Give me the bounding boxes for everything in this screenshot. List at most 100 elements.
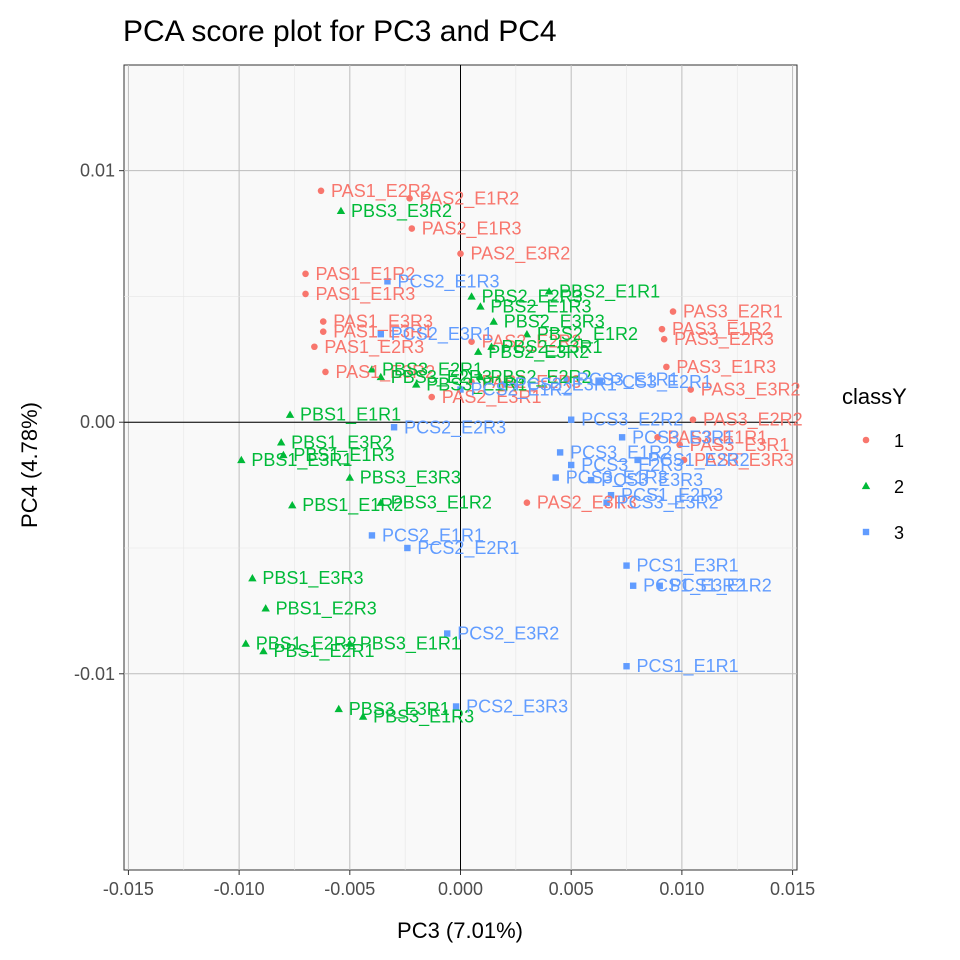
point-label: PCS2_E1R1 bbox=[382, 525, 484, 546]
point-label: PBS2_E2R3 bbox=[482, 286, 583, 307]
point-label: PBS1_E3R2 bbox=[291, 432, 392, 453]
point-label: PCS2_E3R3 bbox=[466, 696, 568, 717]
point-label: PAS1_E2R3 bbox=[324, 337, 424, 358]
data-point bbox=[376, 372, 386, 381]
point-label: PCS2_E1R2 bbox=[471, 380, 573, 401]
point-label: PBS1_E3R3 bbox=[262, 568, 363, 589]
point-label: PCS2_E3R2 bbox=[457, 624, 559, 645]
point-label: PCS2_E2R3 bbox=[404, 417, 506, 438]
legend-label: 3 bbox=[894, 523, 904, 543]
data-point bbox=[322, 368, 329, 376]
point-label: PCS1_E1R2 bbox=[670, 576, 772, 597]
data-point bbox=[452, 703, 460, 710]
point-label: PCS1_E2R2 bbox=[648, 450, 750, 471]
point-label: PAS3_E2R3 bbox=[674, 329, 774, 350]
point-label: PAS2_E3R2 bbox=[471, 244, 571, 265]
point-label: PAS3_E1R2 bbox=[672, 319, 772, 340]
data-point bbox=[412, 380, 421, 388]
point-label: PBS1_E2R1 bbox=[273, 641, 374, 662]
point-label: PBS1_E2R3 bbox=[276, 598, 377, 619]
data-point bbox=[523, 499, 531, 507]
legend: classY 1 2 3 bbox=[842, 384, 907, 543]
data-point bbox=[276, 438, 286, 446]
data-point bbox=[487, 342, 496, 350]
data-point bbox=[468, 338, 475, 346]
point-label: PCS2_E2R1 bbox=[417, 538, 519, 559]
point-label: PAS1_E3R1 bbox=[333, 322, 433, 343]
data-point bbox=[468, 378, 475, 386]
point-label: PCS3_E3R2 bbox=[617, 493, 719, 514]
point-label: PBS1_E1R3 bbox=[293, 445, 394, 466]
data-point bbox=[669, 308, 677, 315]
x-tick-label: -0.005 bbox=[324, 879, 375, 899]
point-label: PAS3_E3R2 bbox=[701, 380, 801, 401]
point-label: PCS3_E3R3 bbox=[601, 470, 703, 491]
point-label: PCS2_E3R1 bbox=[391, 324, 493, 345]
data-point bbox=[596, 378, 604, 386]
data-point bbox=[629, 582, 637, 589]
data-point bbox=[428, 393, 436, 401]
x-tick-label: -0.010 bbox=[214, 879, 265, 899]
x-tick-label: 0.010 bbox=[659, 879, 704, 899]
point-label: PBS2_E3R3 bbox=[504, 312, 605, 333]
point-label: PBS3_E2R3 bbox=[391, 367, 492, 388]
point-label: PBS3_E3R3 bbox=[360, 468, 461, 489]
data-point bbox=[334, 704, 343, 713]
point-label: PCS3_E1R1 bbox=[577, 369, 679, 390]
data-point bbox=[376, 498, 386, 506]
data-point bbox=[285, 410, 295, 418]
point-label: PAS3_E3R3 bbox=[694, 450, 794, 471]
data-point bbox=[689, 416, 697, 424]
data-point bbox=[603, 499, 610, 506]
data-point bbox=[623, 663, 630, 670]
data-point bbox=[367, 365, 377, 373]
point-label: PBS2_E1R2 bbox=[537, 324, 638, 345]
data-point bbox=[444, 630, 451, 637]
y-axis-title: PC4 (4.78%) bbox=[17, 402, 42, 528]
point-label: PBS2_E1R3 bbox=[490, 297, 591, 318]
point-label: PCS1_E3R2 bbox=[643, 576, 745, 597]
point-label: PBS2_E3R1 bbox=[501, 337, 602, 358]
legend-label: 1 bbox=[894, 431, 904, 451]
point-label: PCS1_E3R1 bbox=[637, 556, 739, 577]
data-point bbox=[237, 455, 246, 464]
point-label: PAS1_E3R3 bbox=[333, 312, 433, 333]
point-label: PCS3_E1R2 bbox=[570, 442, 672, 463]
data-point bbox=[248, 573, 257, 582]
data-point bbox=[654, 434, 661, 441]
point-label: PBS1_E3R1 bbox=[251, 450, 352, 471]
data-point bbox=[676, 441, 683, 449]
x-tick-label: 0.005 bbox=[549, 879, 594, 899]
data-point bbox=[544, 287, 554, 295]
data-point bbox=[658, 325, 666, 333]
point-label: PCS3_E2R3 bbox=[581, 455, 683, 476]
data-point bbox=[680, 456, 688, 464]
point-label: PBS3_E3R1 bbox=[349, 699, 450, 720]
data-point bbox=[302, 290, 309, 298]
y-tick-label: -0.01 bbox=[74, 664, 115, 684]
data-point bbox=[261, 604, 270, 612]
data-point bbox=[259, 646, 268, 655]
data-point bbox=[656, 582, 663, 589]
data-point bbox=[319, 318, 327, 325]
data-point bbox=[279, 450, 288, 459]
data-point bbox=[501, 381, 508, 388]
point-label: PAS1_E3R2 bbox=[335, 362, 435, 383]
data-point bbox=[567, 416, 575, 423]
point-label: PBS3_E1R1 bbox=[360, 634, 461, 655]
point-label: PCS3_E1R3 bbox=[566, 468, 668, 489]
data-point bbox=[302, 270, 309, 278]
x-tick-label: -0.015 bbox=[103, 879, 154, 899]
point-label: PBS2_E3R2 bbox=[488, 342, 589, 363]
point-label: PCS1_E1R1 bbox=[637, 656, 739, 677]
data-point bbox=[660, 335, 668, 343]
point-label: PAS2_E3R1 bbox=[442, 387, 542, 408]
point-label: PBS2_E2R2 bbox=[490, 367, 591, 388]
data-points bbox=[237, 187, 697, 720]
point-label: PBS3_E3R2 bbox=[351, 201, 452, 222]
legend-key bbox=[862, 436, 870, 444]
data-point bbox=[241, 639, 250, 647]
x-tick-label: 0.000 bbox=[438, 879, 483, 899]
chart-title: PCA score plot for PC3 and PC4 bbox=[123, 15, 557, 48]
